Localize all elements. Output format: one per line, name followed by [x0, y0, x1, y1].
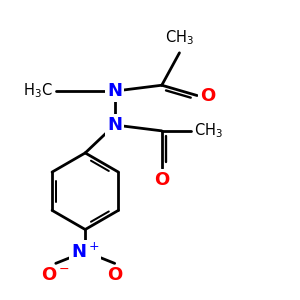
- Text: O: O: [107, 266, 122, 284]
- Text: O: O: [154, 171, 170, 189]
- Text: N$^+$: N$^+$: [71, 242, 100, 261]
- Text: H$_3$C: H$_3$C: [23, 82, 53, 100]
- Text: N: N: [107, 82, 122, 100]
- Text: CH$_3$: CH$_3$: [194, 122, 223, 140]
- Text: N: N: [107, 116, 122, 134]
- Text: O$^-$: O$^-$: [41, 266, 70, 284]
- Text: CH$_3$: CH$_3$: [165, 28, 194, 47]
- Text: O: O: [200, 86, 215, 104]
